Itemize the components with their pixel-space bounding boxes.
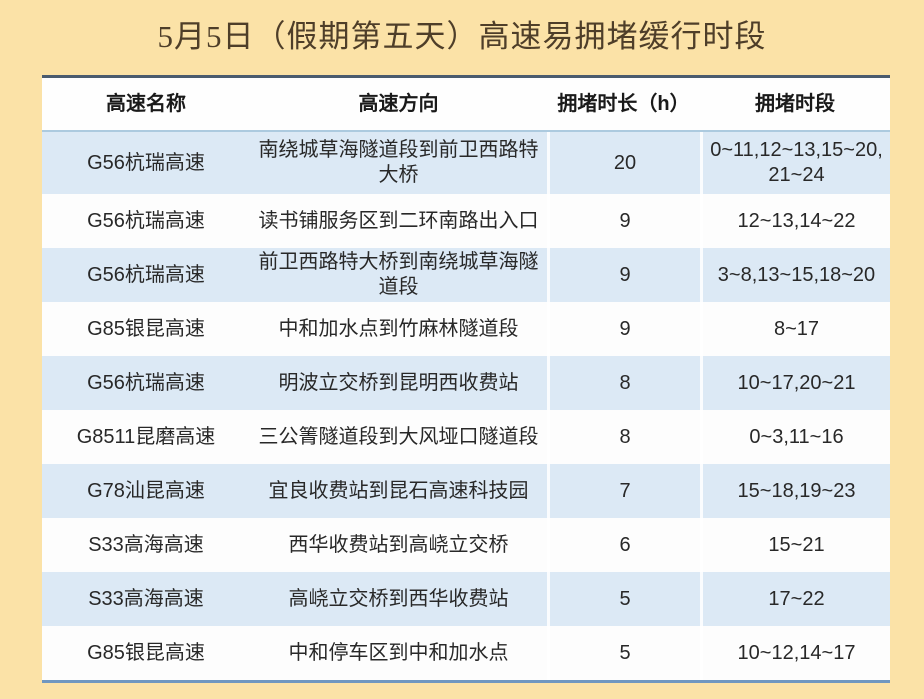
cell-direction: 西华收费站到高峣立交桥 <box>288 533 509 556</box>
cell-duration: 9 <box>547 194 700 248</box>
table-row: G56杭瑞高速 前卫西路特大桥到南绕城草海隧道段 9 3~8,13~15,18~… <box>42 248 890 302</box>
cell-highway-name: S33高海高速 <box>88 533 204 556</box>
cell-periods: 17~22 <box>700 572 890 626</box>
page-title: 5月5日（假期第五天）高速易拥堵缓行时段 <box>157 19 767 54</box>
cell-highway-name: G85银昆高速 <box>87 641 205 664</box>
cell-direction: 读书铺服务区到二环南路出入口 <box>258 209 539 232</box>
cell-periods: 0~3,11~16 <box>700 410 890 464</box>
cell-direction: 南绕城草海隧道段到前卫西路特大桥 <box>258 139 539 186</box>
cell-direction: 明波立交桥到昆明西收费站 <box>278 371 519 394</box>
cell-duration: 8 <box>547 410 700 464</box>
cell-highway-name: G56杭瑞高速 <box>87 263 205 286</box>
cell-highway-name: G78汕昆高速 <box>87 479 205 502</box>
header-highway-name: 高速名称 <box>106 92 186 115</box>
cell-direction: 高峣立交桥到西华收费站 <box>288 587 509 610</box>
header-duration-hours: 拥堵时长（h） <box>557 92 690 115</box>
table-row: G56杭瑞高速 明波立交桥到昆明西收费站 8 10~17,20~21 <box>42 356 890 410</box>
cell-highway-name: G56杭瑞高速 <box>87 371 205 394</box>
cell-duration: 5 <box>547 572 700 626</box>
table-row: G85银昆高速 中和停车区到中和加水点 5 10~12,14~17 <box>42 626 890 680</box>
cell-direction: 三公箐隧道段到大风垭口隧道段 <box>258 425 539 448</box>
table-body: G56杭瑞高速 南绕城草海隧道段到前卫西路特大桥 20 0~11,12~13,1… <box>42 132 890 680</box>
cell-periods: 15~18,19~23 <box>700 464 890 518</box>
cell-highway-name: S33高海高速 <box>88 587 204 610</box>
cell-direction: 宜良收费站到昆石高速科技园 <box>268 479 529 502</box>
cell-periods: 8~17 <box>700 302 890 356</box>
header-direction: 高速方向 <box>358 92 439 115</box>
table-row: G85银昆高速 中和加水点到竹麻林隧道段 9 8~17 <box>42 302 890 356</box>
table-row: G56杭瑞高速 南绕城草海隧道段到前卫西路特大桥 20 0~11,12~13,1… <box>42 132 890 194</box>
cell-direction: 中和加水点到竹麻林隧道段 <box>278 317 519 340</box>
cell-duration: 20 <box>547 132 700 194</box>
table-row: G78汕昆高速 宜良收费站到昆石高速科技园 7 15~18,19~23 <box>42 464 890 518</box>
cell-highway-name: G56杭瑞高速 <box>87 151 205 174</box>
cell-periods: 10~12,14~17 <box>700 626 890 680</box>
cell-periods: 3~8,13~15,18~20 <box>700 248 890 302</box>
cell-duration: 8 <box>547 356 700 410</box>
cell-duration: 5 <box>547 626 700 680</box>
cell-duration: 6 <box>547 518 700 572</box>
table-row: G56杭瑞高速 读书铺服务区到二环南路出入口 9 12~13,14~22 <box>42 194 890 248</box>
congestion-table: 高速名称 高速方向 拥堵时长（h） 拥堵时段 G56杭瑞高速 南绕城草海隧道段到… <box>42 75 890 683</box>
cell-highway-name: G56杭瑞高速 <box>87 209 205 232</box>
cell-highway-name: G8511昆磨高速 <box>76 425 216 448</box>
cell-duration: 9 <box>547 248 700 302</box>
cell-duration: 7 <box>547 464 700 518</box>
cell-duration: 9 <box>547 302 700 356</box>
cell-periods: 10~17,20~21 <box>700 356 890 410</box>
cell-periods: 0~11,12~13,15~20, 21~24 <box>700 132 890 194</box>
cell-direction: 中和停车区到中和加水点 <box>288 641 509 664</box>
table-row: S33高海高速 高峣立交桥到西华收费站 5 17~22 <box>42 572 890 626</box>
cell-periods: 15~21 <box>700 518 890 572</box>
header-periods: 拥堵时段 <box>755 92 835 115</box>
table-header-row: 高速名称 高速方向 拥堵时长（h） 拥堵时段 <box>42 78 890 132</box>
table-row: G8511昆磨高速 三公箐隧道段到大风垭口隧道段 8 0~3,11~16 <box>42 410 890 464</box>
cell-periods: 12~13,14~22 <box>700 194 890 248</box>
cell-highway-name: G85银昆高速 <box>87 317 205 340</box>
table-row: S33高海高速 西华收费站到高峣立交桥 6 15~21 <box>42 518 890 572</box>
cell-direction: 前卫西路特大桥到南绕城草海隧道段 <box>258 251 539 298</box>
